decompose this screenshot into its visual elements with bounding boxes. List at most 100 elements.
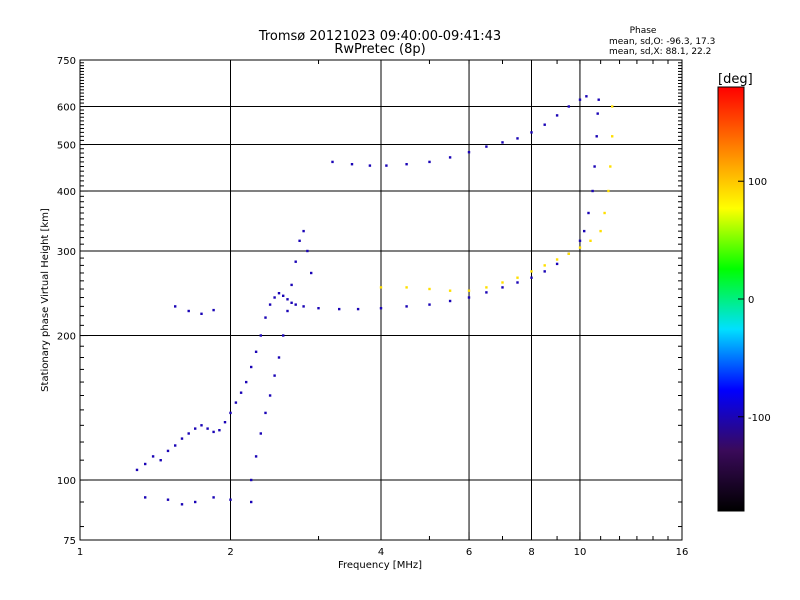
echo-point xyxy=(578,239,582,242)
colorbar-tick-label: 100 xyxy=(748,177,767,188)
echo-point xyxy=(144,496,147,499)
echo-point xyxy=(599,229,602,233)
echo-point xyxy=(180,503,184,506)
echo-point xyxy=(589,239,592,242)
echo-point xyxy=(530,276,533,279)
echo-point xyxy=(290,301,293,304)
echo-point xyxy=(218,429,221,432)
echo-point xyxy=(555,114,559,117)
x-tick-label: 2 xyxy=(227,547,233,558)
echo-point xyxy=(268,303,272,306)
echo-point xyxy=(585,95,588,98)
echo-point xyxy=(144,462,147,466)
colorbar-unit-label: [deg] xyxy=(718,72,753,87)
echo-point xyxy=(273,374,276,377)
echo-point xyxy=(331,160,334,164)
echo-point xyxy=(356,307,360,311)
echo-point xyxy=(555,258,559,261)
echo-point xyxy=(379,307,383,310)
echo-point xyxy=(264,411,267,415)
phase-heading: Phase xyxy=(630,26,657,36)
echo-point xyxy=(501,141,504,144)
x-tick-label: 10 xyxy=(574,547,587,558)
echo-point xyxy=(611,135,614,138)
echo-point xyxy=(277,356,281,359)
echo-point xyxy=(428,160,431,164)
echo-point xyxy=(338,307,341,311)
echo-point xyxy=(485,286,488,289)
echo-point xyxy=(593,165,596,168)
echo-point xyxy=(543,123,546,126)
colorbar: 100 0 -100 xyxy=(717,86,771,512)
x-tick-label: 4 xyxy=(378,547,384,558)
echo-point xyxy=(206,427,209,430)
echo-point xyxy=(187,432,190,435)
y-tick-label: 750 xyxy=(57,56,76,67)
echo-point xyxy=(306,249,309,253)
echo-point xyxy=(180,437,184,440)
echo-point xyxy=(187,309,190,313)
plot-area: 1 2 4 6 8 10 16 75 100 200 300 400 500 600 750 xyxy=(57,56,688,558)
echo-point xyxy=(485,291,488,294)
echo-point xyxy=(212,430,215,434)
echo-point xyxy=(516,276,519,279)
echo-point xyxy=(282,334,285,337)
echo-point xyxy=(290,283,293,287)
echo-point xyxy=(302,305,305,308)
echo-point xyxy=(596,112,599,115)
echo-point xyxy=(595,135,598,138)
echo-point xyxy=(286,298,289,301)
echo-point xyxy=(302,229,305,233)
echo-point xyxy=(259,432,262,435)
y-tick-label: 600 xyxy=(57,103,76,114)
echo-point xyxy=(379,286,383,289)
echo-point xyxy=(428,303,431,306)
y-tick-label: 400 xyxy=(57,187,76,198)
echo-point xyxy=(567,252,570,255)
echo-point xyxy=(597,98,600,101)
echo-point xyxy=(405,305,408,308)
echo-point xyxy=(268,394,272,397)
echo-point xyxy=(212,496,215,499)
echo-point xyxy=(294,260,297,263)
echo-point xyxy=(583,229,586,233)
echo-point xyxy=(135,468,139,472)
echo-point xyxy=(405,286,408,289)
echo-point xyxy=(405,163,408,166)
echo-point xyxy=(350,163,354,166)
y-tick-label: 200 xyxy=(57,332,76,343)
x-tick-label: 8 xyxy=(528,547,534,558)
echo-point xyxy=(286,309,289,313)
echo-point xyxy=(448,156,452,159)
echo-point xyxy=(250,478,253,482)
echo-point xyxy=(194,500,197,504)
echo-point xyxy=(578,98,582,101)
colorbar-tick-label: 0 xyxy=(748,295,754,306)
y-tick-label: 75 xyxy=(63,536,76,547)
echo-point xyxy=(603,211,606,215)
echo-point xyxy=(607,189,610,193)
y-tick-label: 500 xyxy=(57,141,76,152)
echo-point xyxy=(591,189,594,193)
echo-point xyxy=(567,105,570,108)
echo-point xyxy=(530,131,533,134)
echo-point xyxy=(166,498,170,501)
echo-point xyxy=(200,312,203,315)
echo-point xyxy=(467,296,471,299)
echo-point xyxy=(543,270,546,273)
phase-x-stats: mean, sd,X: 88.1, 22.2 xyxy=(609,47,711,57)
echo-point xyxy=(516,137,519,140)
phase-o-stats: mean, sd,O: -96.3, 17.3 xyxy=(609,37,715,47)
chart-subtitle: RwPretec (8p) xyxy=(334,42,425,57)
echo-point xyxy=(385,164,388,167)
echo-point xyxy=(294,303,297,306)
echo-point xyxy=(273,296,276,299)
x-tick-label: 1 xyxy=(77,547,83,558)
x-tick-label: 6 xyxy=(466,547,472,558)
echo-point xyxy=(501,286,504,289)
echo-point xyxy=(229,498,232,501)
echo-point xyxy=(264,316,267,319)
echo-point xyxy=(245,380,248,384)
echo-point xyxy=(174,444,177,447)
echo-point xyxy=(151,455,155,458)
